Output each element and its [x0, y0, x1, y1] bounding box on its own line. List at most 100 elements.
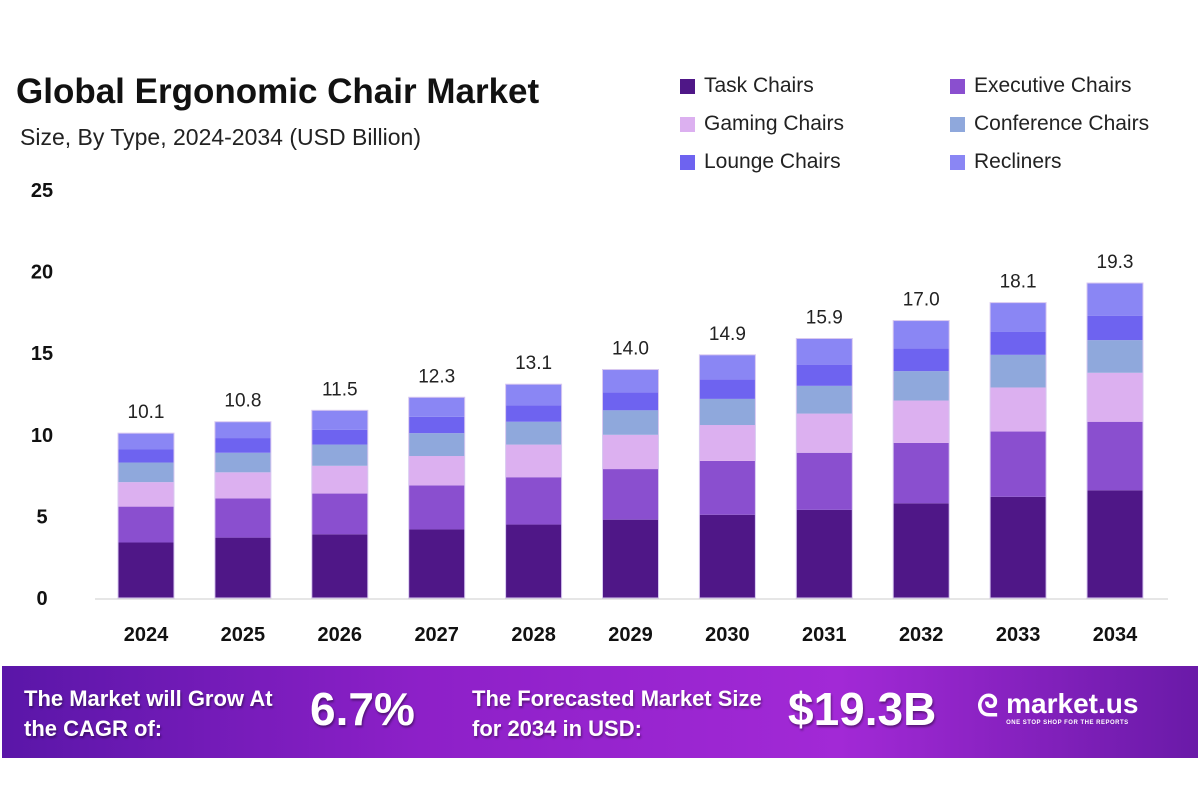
bar-segment-executive-chairs — [118, 506, 174, 543]
bar-segment-recliners — [796, 338, 853, 365]
brand-tagline: ONE STOP SHOP FOR THE REPORTS — [1006, 720, 1129, 726]
bar-segment-gaming-chairs — [118, 482, 174, 507]
bar-segment-conference-chairs — [505, 421, 562, 445]
bar-outline — [117, 432, 175, 599]
legend-swatch — [680, 154, 695, 170]
legend-item: Gaming Chairs — [680, 112, 950, 136]
bar-segment-lounge-chairs — [118, 449, 174, 463]
bar-segment-task-chairs — [796, 509, 853, 598]
bar-segment-task-chairs — [699, 514, 756, 598]
y-tick-label: 15 — [31, 343, 53, 365]
forecast-label: The Forecasted Market Size for 2034 in U… — [472, 686, 762, 741]
cagr-value: 6.7% — [310, 683, 415, 735]
bar-segment-gaming-chairs — [602, 434, 659, 470]
brand-name: market.us — [1006, 688, 1139, 719]
x-tick-label: 2030 — [705, 624, 750, 646]
bar-segment-executive-chairs — [1087, 421, 1143, 491]
x-tick-label: 2032 — [899, 624, 944, 646]
bar-segment-executive-chairs — [602, 469, 659, 520]
bar-outline — [602, 369, 659, 599]
chart-title: Global Ergonomic Chair Market — [16, 72, 540, 111]
bar-segment-gaming-chairs — [699, 425, 756, 461]
data-label: 10.1 — [128, 402, 165, 423]
x-tick-label: 2024 — [124, 624, 169, 646]
data-label: 11.5 — [322, 379, 358, 400]
bar-outline — [1086, 282, 1144, 599]
legend-item: Lounge Chairs — [680, 150, 950, 174]
x-tick-label: 2025 — [221, 624, 266, 646]
data-label: 12.3 — [418, 366, 455, 387]
bar-segment-conference-chairs — [796, 385, 853, 414]
bar-segment-conference-chairs — [893, 371, 950, 401]
bar-segment-lounge-chairs — [505, 405, 562, 422]
legend-item: Task Chairs — [680, 74, 950, 98]
legend-label: Lounge Chairs — [704, 150, 841, 173]
bar-segment-lounge-chairs — [214, 438, 271, 453]
bar-segment-lounge-chairs — [699, 379, 756, 399]
bar-segment-task-chairs — [408, 529, 465, 598]
bar-segment-conference-chairs — [602, 410, 659, 435]
bar-segment-executive-chairs — [699, 460, 756, 515]
bar-segment-gaming-chairs — [214, 472, 271, 499]
bar-segment-conference-chairs — [311, 444, 368, 466]
bar-segment-executive-chairs — [311, 493, 368, 535]
summary-banner: The Market will Grow At the CAGR of: 6.7… — [2, 666, 1198, 758]
forecast-value: $19.3B — [788, 683, 937, 735]
brand-logo: ᘓ market.us ONE STOP SHOP FOR THE REPORT… — [977, 688, 1138, 726]
bar-segment-recliners — [214, 421, 271, 439]
data-label: 19.3 — [1097, 252, 1134, 273]
data-label: 18.1 — [1000, 272, 1037, 293]
bar-outline — [214, 421, 272, 599]
bar-segment-recliners — [408, 397, 465, 417]
bar-segment-conference-chairs — [990, 354, 1047, 388]
bar-segment-gaming-chairs — [893, 400, 950, 443]
bar-segment-conference-chairs — [214, 452, 271, 473]
legend-item: Conference Chairs — [950, 112, 1200, 136]
bar-segment-executive-chairs — [990, 431, 1047, 497]
bar-segment-gaming-chairs — [1087, 372, 1143, 422]
bar-segment-recliners — [990, 302, 1047, 332]
x-tick-label: 2031 — [802, 624, 847, 646]
legend-swatch — [950, 154, 965, 170]
bar-segment-gaming-chairs — [311, 465, 368, 494]
legend-label: Conference Chairs — [974, 112, 1150, 135]
bar-outline — [505, 383, 563, 599]
legend-swatch — [680, 116, 695, 132]
bar-segment-lounge-chairs — [1087, 315, 1143, 341]
legend-label: Task Chairs — [704, 74, 814, 97]
logo-icon: ᘓ — [977, 690, 999, 723]
bar-segment-recliners — [1087, 283, 1143, 316]
bar-segment-task-chairs — [893, 503, 950, 598]
bar-segment-task-chairs — [214, 537, 271, 598]
legend-item: Executive Chairs — [950, 74, 1200, 98]
bar-segment-gaming-chairs — [990, 387, 1047, 432]
bar-segment-recliners — [505, 384, 562, 406]
y-tick-label: 5 — [36, 506, 47, 528]
bar-outline — [408, 396, 466, 599]
chart-plot: 051015202510.1202410.8202511.5202612.320… — [31, 180, 1168, 646]
bar-segment-gaming-chairs — [408, 456, 465, 486]
bar-outline — [698, 354, 756, 599]
bar-segment-task-chairs — [505, 524, 562, 598]
legend-item: Recliners — [950, 150, 1200, 174]
bar-segment-gaming-chairs — [796, 413, 853, 453]
bar-outline — [892, 320, 950, 599]
bar-outline — [989, 302, 1047, 599]
bar-segment-executive-chairs — [408, 485, 465, 530]
bar-segment-task-chairs — [1087, 490, 1143, 598]
x-tick-label: 2034 — [1093, 624, 1138, 646]
bar-outline — [311, 409, 369, 599]
bar-segment-executive-chairs — [505, 477, 562, 525]
bar-segment-recliners — [699, 354, 756, 380]
x-tick-label: 2029 — [608, 624, 653, 646]
x-tick-label: 2026 — [318, 624, 363, 646]
data-label: 10.8 — [224, 391, 261, 412]
bar-segment-lounge-chairs — [796, 364, 853, 386]
bar-segment-gaming-chairs — [505, 444, 562, 478]
chart-subtitle: Size, By Type, 2024-2034 (USD Billion) — [20, 124, 421, 150]
y-tick-label: 25 — [31, 180, 53, 202]
data-label: 15.9 — [806, 308, 843, 329]
bar-segment-executive-chairs — [214, 498, 271, 538]
cagr-label: The Market will Grow At the CAGR of: — [24, 686, 273, 741]
data-label: 13.1 — [515, 353, 552, 374]
